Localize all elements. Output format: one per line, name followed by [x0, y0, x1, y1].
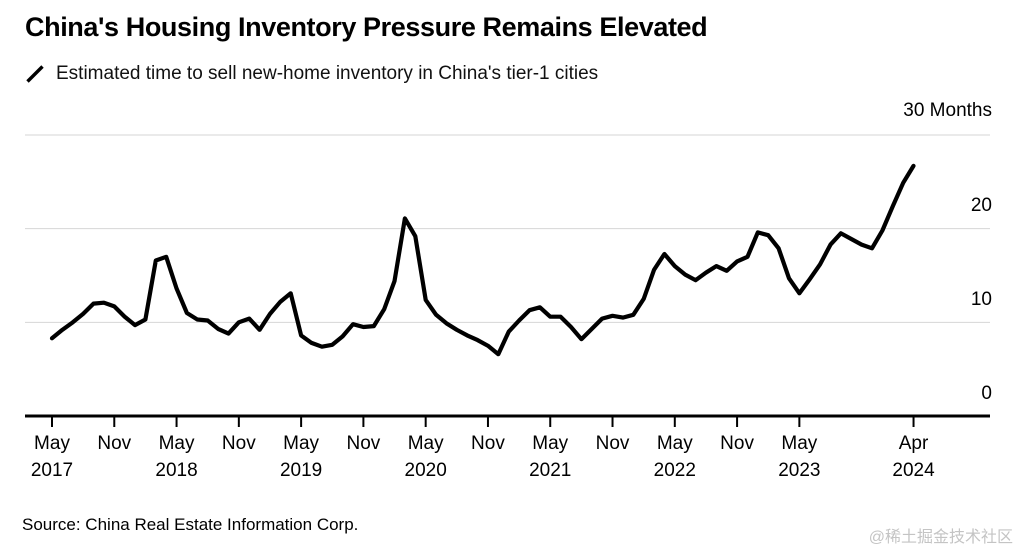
x-tick-label-May2023: May 2023 [778, 433, 821, 481]
slash-legend-icon [26, 65, 44, 83]
chart-subtitle: Estimated time to sell new-home inventor… [56, 63, 599, 84]
y-tick-label-10: 10 [970, 289, 992, 310]
x-tick-label-Nov: Nov [720, 433, 754, 454]
watermark: @稀土掘金技术社区 [868, 529, 1013, 546]
x-tick-label-May2017: May 2017 [30, 433, 74, 481]
y-tick-label-0: 0 [981, 383, 992, 404]
x-tick-label-May2022: May 2022 [653, 433, 696, 481]
x-tick-label-Nov: Nov [97, 433, 132, 454]
y-tick-label-20: 20 [970, 195, 992, 216]
x-tick-label-May2021: May 2021 [529, 433, 572, 481]
x-tick-label-Nov: Nov [595, 433, 630, 454]
x-tick-label-May2018: May 2018 [155, 433, 198, 481]
x-tick-label-May2020: May 2020 [404, 433, 447, 481]
page-title: China's Housing Inventory Pressure Remai… [25, 12, 708, 42]
chart-legend-row: Estimated time to sell new-home inventor… [25, 63, 598, 85]
x-tick-label-Nov: Nov [346, 433, 381, 454]
x-tick-label-Apr2024: Apr 2024 [892, 433, 935, 481]
x-tick-label-Nov: Nov [221, 433, 256, 454]
source-note: Source: China Real Estate Information Co… [22, 515, 359, 534]
x-tick-label-May2019: May 2019 [279, 433, 323, 481]
y-axis-unit-label: 30 Months [903, 100, 992, 121]
trend-line [49, 163, 916, 357]
x-tick-label-Nov: Nov [471, 433, 505, 454]
